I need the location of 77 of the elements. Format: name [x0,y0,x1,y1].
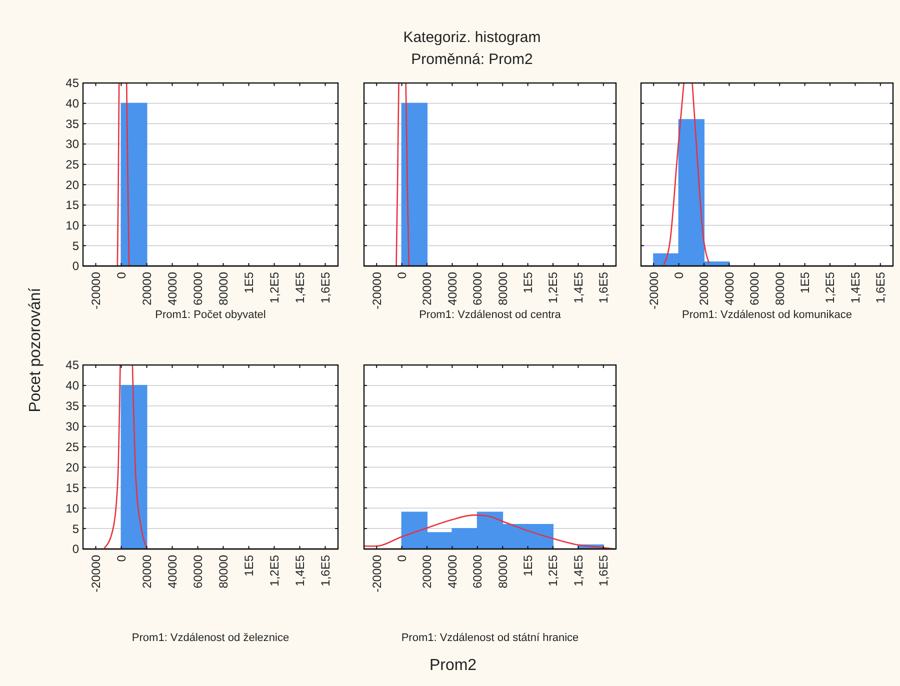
y-tick-label: 15 [66,198,80,212]
y-tick-label: 20 [66,178,80,192]
y-tick-label: 30 [66,137,80,152]
y-tick-label: 25 [66,440,80,454]
y-tick-label: 40 [66,96,80,111]
x-tick-label: 1E5 [521,272,535,294]
y-axis-title: Pocet pozorování [27,287,44,412]
x-tick-label: 40000 [165,554,180,588]
x-tick-label: 60000 [190,554,205,588]
x-tick-label: 0 [114,272,128,279]
x-tick-label: -20000 [646,272,661,310]
y-tick-label: 20 [66,460,80,474]
x-tick-label: 80000 [496,554,510,588]
x-tick-label: -20000 [88,554,103,592]
x-tick-label: 60000 [470,272,485,306]
x-axis-title: Prom1: Vzdálenost od centra [419,309,562,321]
x-tick-label: 1,2E5 [546,272,560,304]
x-tick-label: 1,2E5 [546,554,560,586]
x-tick-label: 80000 [216,272,230,306]
y-tick-label: 25 [66,158,80,172]
text: Prom2 [429,657,477,674]
x-tick-label: 20000 [140,554,154,588]
x-tick-label: 40000 [722,272,736,306]
x-tick-label: 0 [114,554,128,562]
x-tick-label: 1,4E5 [571,272,586,304]
y-tick-label: 5 [72,522,80,536]
x-tick-label: 1,4E5 [292,272,307,304]
x-tick-label: 40000 [445,554,460,588]
x-tick-label: 1,6E5 [874,272,888,304]
y-tick-label: 45 [66,76,80,90]
x-tick-label: 20000 [140,272,154,306]
x-tick-label: 1,2E5 [267,272,282,304]
y-tick-label: 40 [66,378,80,393]
x-tick-label: 60000 [470,554,485,588]
x-tick-label: 1,4E5 [292,554,307,586]
x-tick-label: 1,4E5 [848,272,862,304]
y-tick-label: 15 [66,480,80,495]
y-tick-label: 35 [66,116,80,131]
x-tick-label: 0 [672,272,686,279]
y-tick-label: 5 [72,238,80,253]
x-tick-label: 40000 [445,272,460,306]
x-axis-title: Prom1: Vzdálenost od státní hranice [401,632,579,644]
x-tick-label: 1E5 [798,272,812,294]
y-tick-label: 35 [66,399,80,414]
y-tick-label: 10 [66,218,80,233]
y-tick-label: 45 [66,358,80,372]
x-tick-label: 80000 [496,272,510,306]
x-tick-label: 1E5 [521,554,535,576]
x-tick-label: 40000 [165,272,180,306]
x-tick-label: 1,2E5 [823,272,838,304]
x-tick-label: 60000 [190,272,205,306]
x-tick-label: 0 [395,554,409,562]
x-tick-label: 80000 [216,554,230,588]
x-tick-label: 60000 [748,272,762,306]
x-tick-label: 20000 [420,554,434,588]
x-tick-label: 1,6E5 [318,554,332,586]
x-tick-label: 1,4E5 [571,554,586,586]
x-tick-label: 20000 [697,272,712,306]
x-tick-label: -20000 [370,554,384,592]
x-tick-label: -20000 [88,272,103,310]
x-tick-label: 1,6E5 [318,272,332,304]
x-tick-label: 1E5 [242,272,256,294]
x-axis-title: Prom1: Počet obyvatel [155,309,266,321]
x-tick-label: 0 [395,272,409,279]
chart-subtitle: Proměnná: Prom2 [411,51,533,68]
x-tick-label: 80000 [772,272,787,306]
x-tick-label: 1,6E5 [596,272,611,304]
x-tick-label: 20000 [420,272,434,306]
x-tick-label: 1E5 [242,554,256,576]
y-tick-label: 10 [66,501,80,516]
x-axis-title: Prom1: Vzdálenost od železnice [132,632,290,644]
x-tick-label: 1,2E5 [267,554,282,586]
y-tick-label: 30 [66,420,80,434]
chart-title: Kategoriz. histogram [403,29,541,46]
x-tick-label: 1,6E5 [596,554,611,586]
x-tick-label: -20000 [370,272,384,310]
x-axis-title: Prom1: Vzdálenost od komunikace [682,309,852,321]
